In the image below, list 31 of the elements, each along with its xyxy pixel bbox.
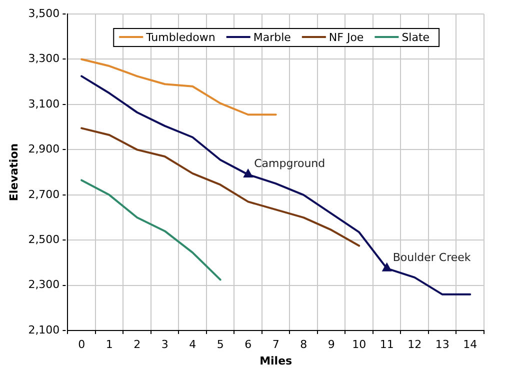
- annotation: Campground: [254, 156, 326, 170]
- x-tick-label: 13: [435, 338, 450, 352]
- x-tick-label: 4: [189, 338, 196, 352]
- legend-label: NF Joe: [328, 30, 364, 44]
- y-tick-label: 2,500: [28, 233, 60, 246]
- x-tick-label: 3: [161, 338, 168, 352]
- y-tick-label: 2,900: [28, 142, 60, 156]
- x-tick-label: 1: [106, 338, 113, 352]
- x-tick-label: 2: [134, 338, 141, 352]
- y-tick-label: 3,300: [28, 52, 60, 66]
- y-axis-title: Elevation: [7, 143, 20, 202]
- x-tick-label: 7: [272, 338, 280, 352]
- x-tick-label: 10: [352, 338, 366, 352]
- x-tick-label: 5: [216, 338, 224, 352]
- legend-label: Tumbledown: [145, 30, 216, 44]
- legend-label: Marble: [253, 30, 292, 44]
- y-tick-label: 2,100: [28, 323, 60, 336]
- y-tick-label: 2,700: [28, 188, 60, 201]
- x-tick-label: 6: [244, 338, 252, 352]
- y-tick-label: 2,300: [28, 278, 60, 292]
- x-tick-label: 8: [300, 338, 308, 352]
- x-tick-label: 0: [78, 338, 86, 352]
- annotation: Boulder Creek: [392, 250, 472, 264]
- x-axis-title: Miles: [260, 354, 293, 368]
- x-tick-label: 12: [408, 338, 422, 352]
- y-tick-label: 3,100: [28, 97, 60, 110]
- legend-label: Slate: [402, 30, 430, 44]
- y-tick-label: 3,500: [28, 6, 60, 20]
- x-tick-label: 14: [463, 338, 478, 352]
- x-tick-label: 11: [380, 338, 394, 352]
- x-tick-label: 9: [328, 338, 335, 352]
